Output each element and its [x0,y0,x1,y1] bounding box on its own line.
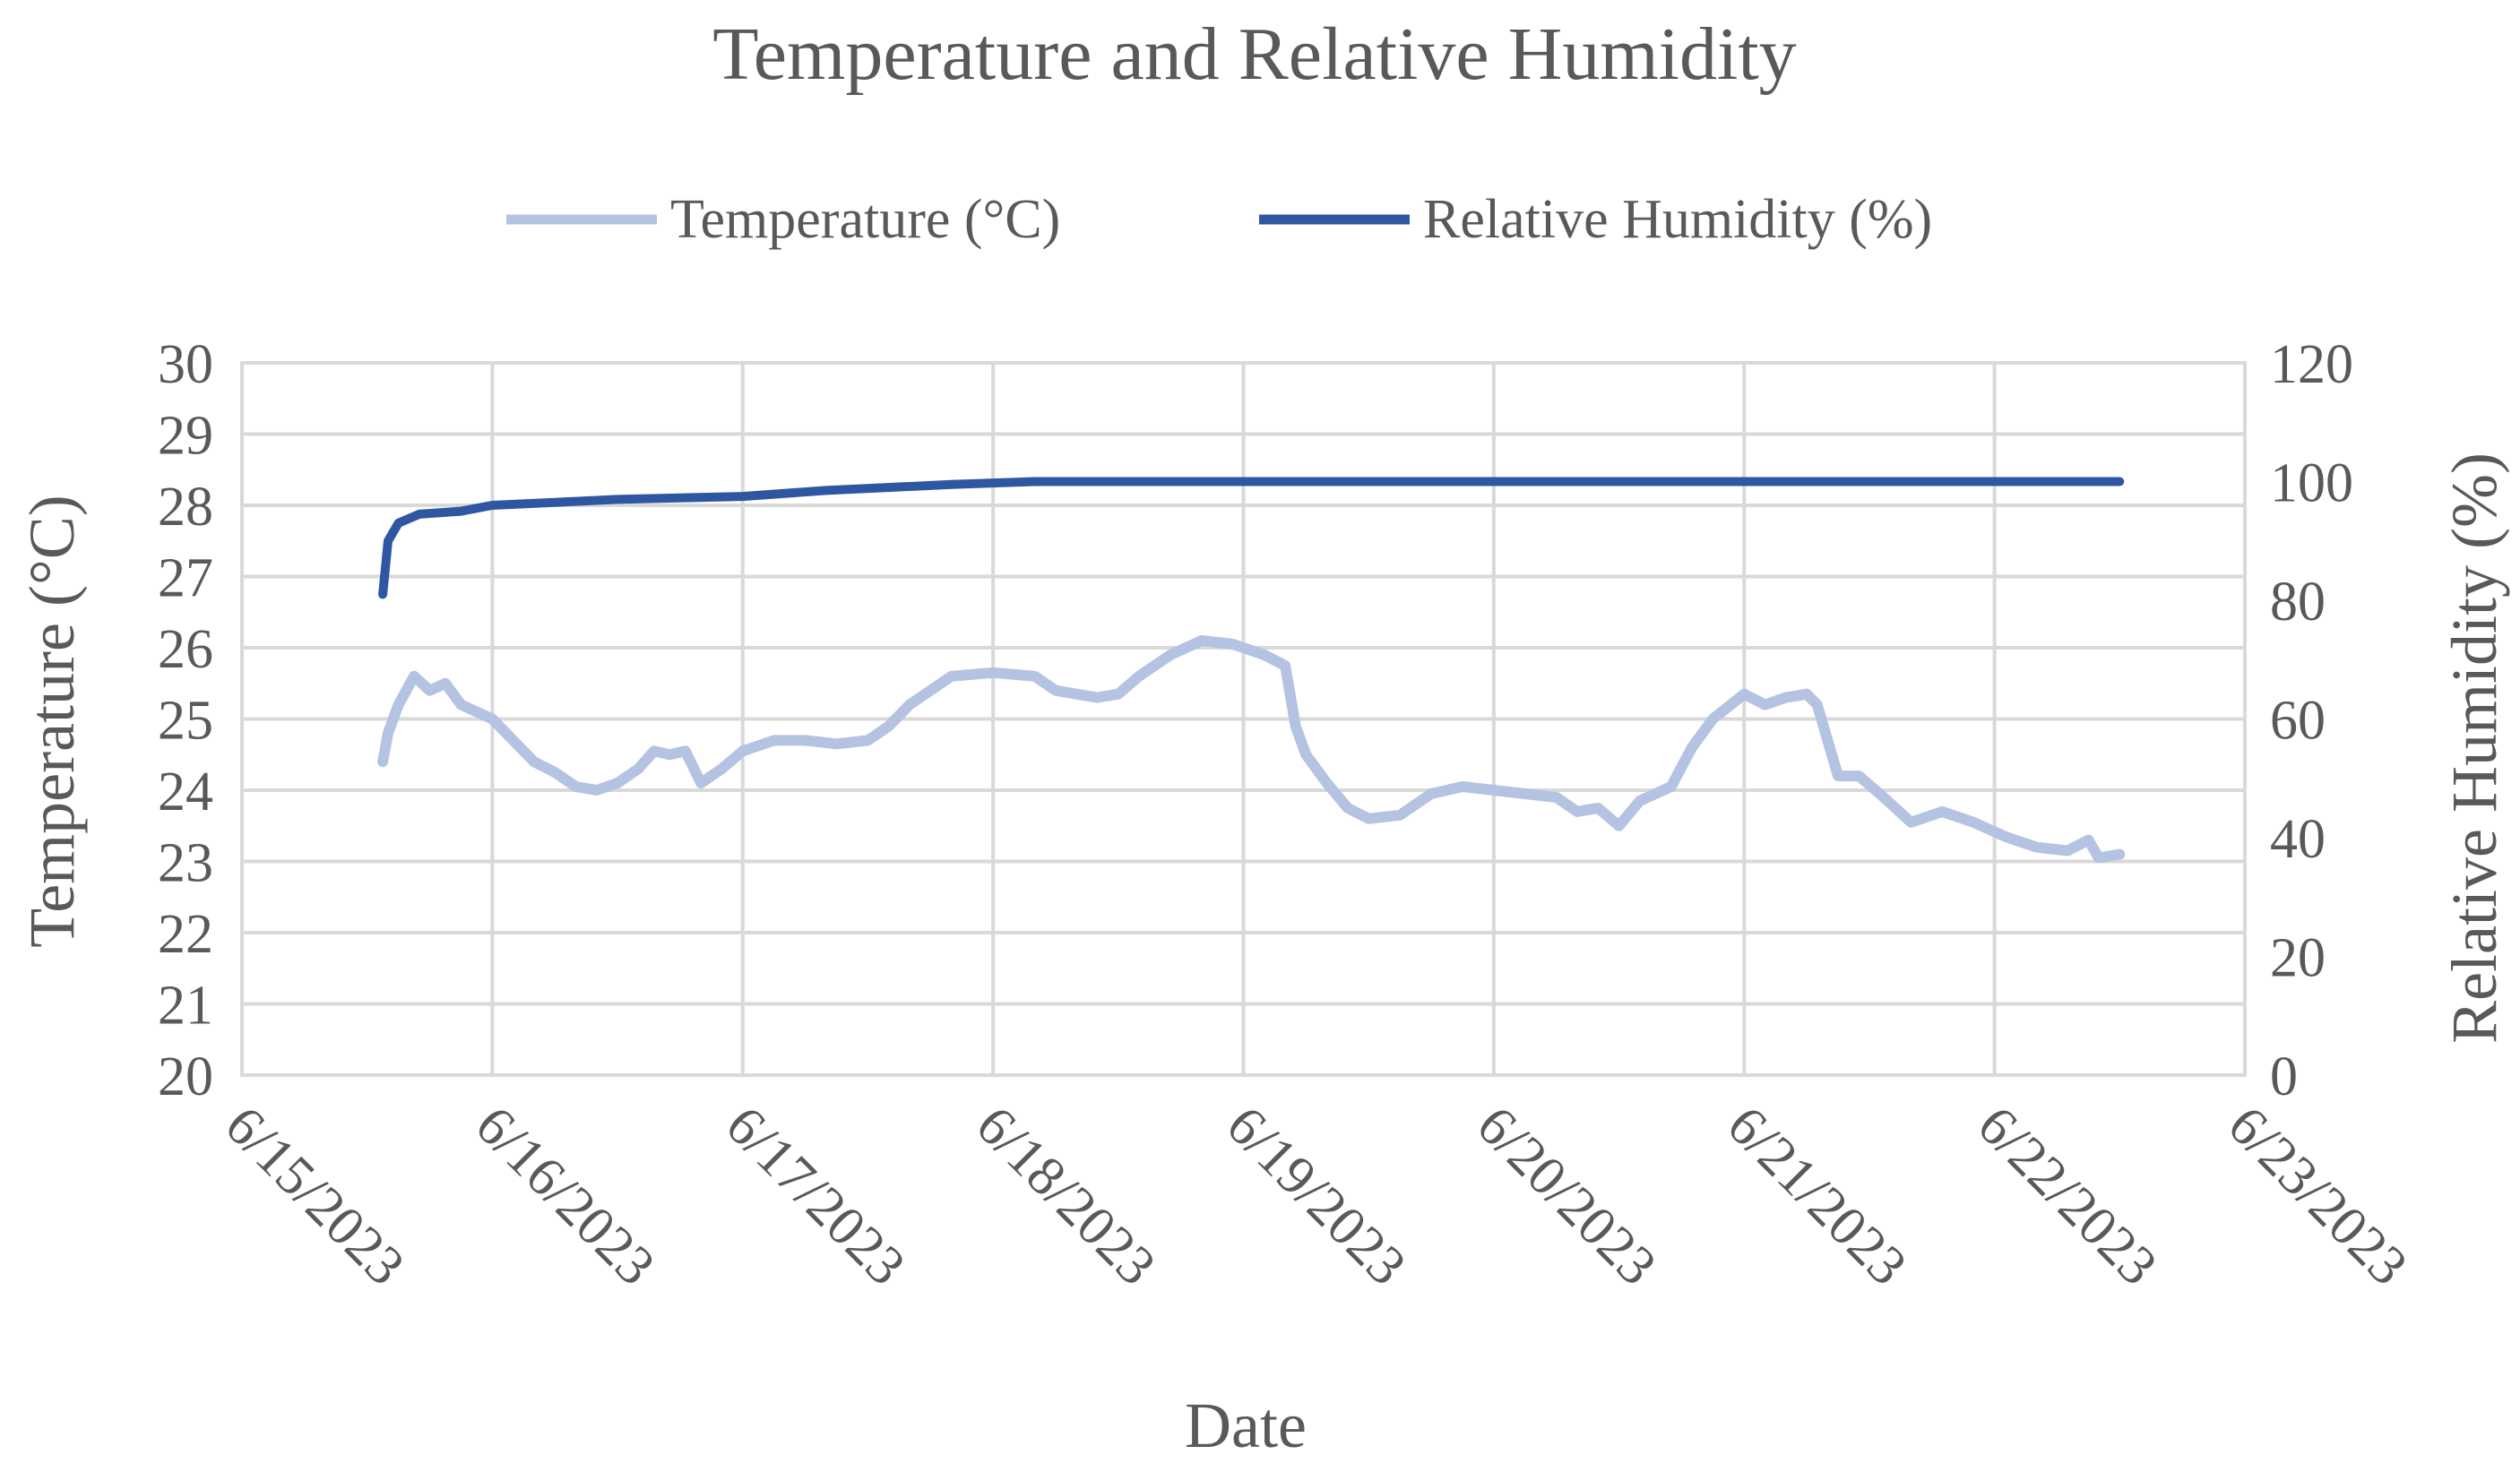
y-axis-right-ticks: 0 20 40 60 80 100 120 [2270,334,2353,1107]
legend: Temperature (°C) Relative Humidity (%) [506,189,1932,250]
y-right-tick-label: 20 [2270,928,2326,989]
y-left-tick-label: 22 [158,904,213,965]
x-tick-label: 6/15/2023 [213,1095,416,1297]
axes [240,361,2247,1077]
plot-area-border [240,361,2247,1077]
x-tick-label: 6/17/2023 [714,1095,917,1297]
y-right-tick-label: 60 [2270,691,2326,752]
gridlines [240,361,2247,1077]
x-tick-label: 6/23/2023 [2216,1095,2419,1297]
y-right-tick-label: 80 [2270,572,2326,633]
x-tick-label: 6/18/2023 [964,1095,1167,1297]
x-tick-label: 6/19/2023 [1215,1095,1418,1297]
y-right-tick-label: 40 [2270,809,2326,870]
series-line-temperature [377,635,2126,864]
y-left-tick-label: 24 [158,762,213,822]
y-left-tick-label: 29 [158,406,213,467]
y-axis-left-label: Temperature (°C) [16,495,88,948]
y-left-tick-label: 25 [158,691,213,752]
y-right-tick-label: 120 [2270,334,2353,395]
x-axis-ticks: 6/15/2023 6/16/2023 6/17/2023 6/18/2023 6/19… [213,1095,2419,1297]
y-left-tick-label: 20 [158,1046,213,1107]
x-tick-label: 6/21/2023 [1715,1095,1918,1297]
x-tick-label: 6/20/2023 [1465,1095,1668,1297]
x-axis-label: Date [1185,1390,1307,1461]
chart-title: Temperature and Relative Humidity [712,13,1796,96]
y-right-tick-label: 0 [2270,1046,2298,1107]
series-line-relative-humidity [378,477,2125,599]
y-left-tick-label: 21 [158,976,213,1037]
y-left-tick-label: 28 [158,477,213,538]
x-tick-label: 6/22/2023 [1966,1095,2169,1297]
y-axis-right-label: Relative Humidity (%) [2438,452,2510,1044]
x-tick-label: 6/16/2023 [463,1095,666,1297]
y-left-tick-label: 27 [158,548,213,609]
legend-label-relative-humidity: Relative Humidity (%) [1423,189,1932,250]
y-left-tick-label: 23 [158,833,213,894]
series-layer [377,477,2126,864]
y-left-tick-label: 26 [158,619,213,680]
y-left-tick-label: 30 [158,334,213,395]
y-right-tick-label: 100 [2270,453,2353,514]
y-axis-left-ticks: 20 21 22 23 24 25 26 27 28 29 30 [158,334,213,1107]
legend-label-temperature: Temperature (°C) [670,189,1060,250]
